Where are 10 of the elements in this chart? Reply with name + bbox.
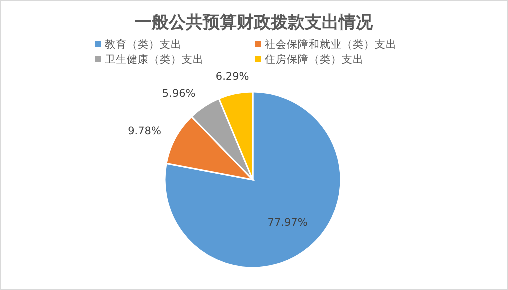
legend-label: 卫生健康（类）支出 [105,53,204,66]
pie-slice [164,91,342,269]
chart-title: 一般公共预算财政拨款支出情况 [135,13,374,33]
data-label: 5.96% [162,88,196,100]
data-label: 6.29% [216,71,250,84]
data-label: 9.78% [128,126,162,138]
legend-label: 社会保障和就业（类）支出 [265,38,397,51]
legend-label: 教育（类）支出 [105,38,182,51]
data-label: 77.97% [268,217,308,230]
legend-label: 住房保障（类）支出 [265,53,364,66]
